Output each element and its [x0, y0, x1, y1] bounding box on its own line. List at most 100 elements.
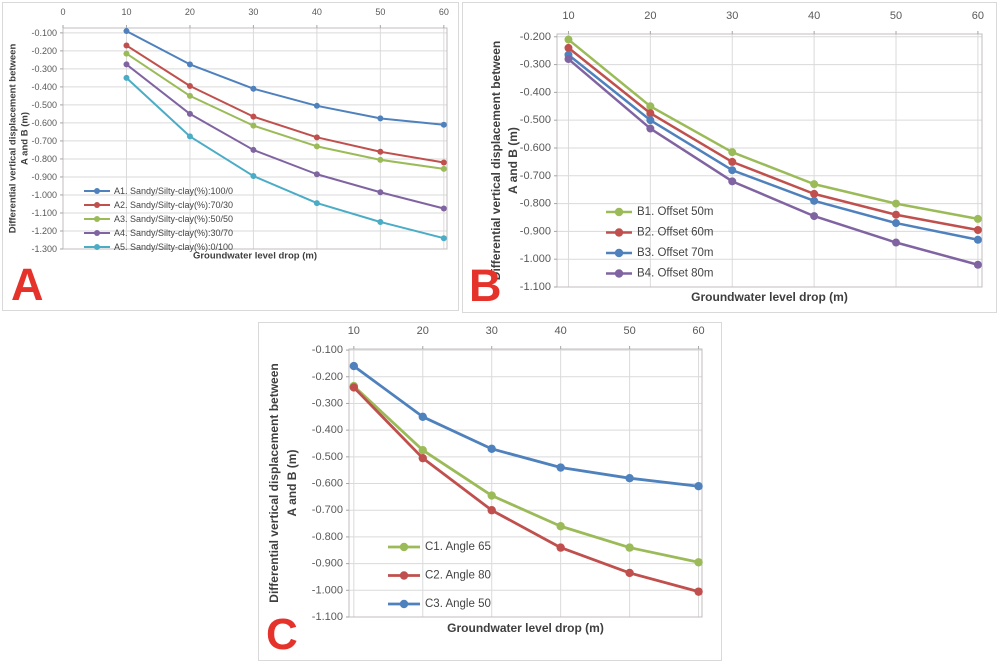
series-point-1 — [377, 115, 384, 122]
series-point-1 — [313, 102, 320, 109]
legend-item: B2. Offset 60m — [606, 227, 714, 239]
y-axis-tick-label: -1.000 — [31, 190, 57, 200]
series-point-2 — [250, 113, 257, 120]
y-axis-title: A and B (m) — [285, 450, 299, 517]
series-point-1 — [694, 558, 703, 567]
series-line-1 — [125, 30, 445, 126]
legend-marker-dot — [94, 244, 100, 250]
legend-item: C1. Angle 65 — [388, 541, 491, 553]
y-axis-tick-label: -1.000 — [520, 253, 551, 265]
series-point-4 — [973, 260, 982, 269]
legend-marker-dot — [614, 207, 624, 217]
legend-marker-dot — [94, 216, 100, 222]
series-point-2 — [313, 134, 320, 141]
y-axis-tick-label: -0.800 — [31, 154, 57, 164]
legend-item: C2. Angle 80 — [388, 570, 491, 582]
series-point-4 — [892, 238, 901, 247]
series-line-1 — [567, 38, 980, 221]
y-axis-tick-label: -1.100 — [312, 611, 343, 623]
plot-area-border — [556, 33, 983, 288]
x-axis-title: Groundwater level drop (m) — [193, 251, 317, 262]
panel-letter-a: A — [11, 259, 44, 310]
series-point-3 — [694, 482, 703, 491]
x-axis-tick-label: 40 — [312, 7, 322, 17]
series-point-5 — [123, 74, 130, 81]
legend-marker-dot — [399, 542, 409, 552]
series-point-2 — [646, 109, 655, 118]
series-point-2 — [186, 82, 193, 89]
x-axis-tick-label: 0 — [60, 7, 65, 17]
y-axis-tick-label: -0.600 — [312, 478, 343, 490]
legend-item: B4. Offset 80m — [606, 268, 714, 280]
y-axis-tick-label: -1.200 — [31, 226, 57, 236]
y-axis-tick-label: -0.100 — [31, 28, 57, 38]
legend-label: C2. Angle 80 — [425, 570, 491, 582]
chart-panel-c: 10 20 30 40 50 60 -0.100 -0.200 -0.300 -0.400 -0.5… — [258, 322, 722, 661]
series-point-5 — [250, 173, 257, 180]
series-line-2 — [567, 46, 980, 232]
y-axis-tick-label: -0.200 — [520, 31, 551, 43]
series-point-2 — [694, 587, 703, 596]
x-axis-tick-label: 20 — [644, 10, 656, 22]
series-point-3 — [377, 156, 384, 163]
y-axis-tick-label: -1.000 — [312, 584, 343, 596]
series-point-3 — [123, 50, 130, 57]
series-point-1 — [973, 214, 982, 223]
x-axis-tick-label: 10 — [121, 7, 131, 17]
series-point-3 — [349, 361, 359, 371]
series-point-3 — [418, 412, 427, 422]
series-point-5 — [377, 218, 384, 225]
series-point-1 — [123, 28, 130, 35]
chart-a-svg: 0 10 20 30 40 50 60 -0.100 -0.200 -0.300 -0.400 -0.… — [8, 7, 449, 262]
y-axis-tick-label: -0.300 — [312, 397, 343, 409]
legend-item: A4. Sandy/Silty-clay(%):30/70 — [84, 228, 233, 238]
legend-marker-dot — [399, 599, 409, 609]
series-point-2 — [564, 43, 573, 52]
series-line-2 — [125, 44, 445, 164]
panel-letter-b: B — [469, 260, 502, 311]
legend-label: A1. Sandy/Silty-clay(%):100/0 — [114, 186, 233, 196]
x-axis-tick-label: 20 — [417, 325, 429, 337]
y-axis-tick-label: -0.300 — [520, 59, 551, 71]
x-axis-tick-label: 20 — [185, 7, 195, 17]
legend-item: A3. Sandy/Silty-clay(%):50/50 — [84, 214, 233, 224]
series-point-1 — [625, 543, 634, 552]
legend-item: A2. Sandy/Silty-clay(%):70/30 — [84, 200, 233, 210]
y-axis-tick-label: -0.100 — [312, 344, 343, 356]
legend-label: A4. Sandy/Silty-clay(%):30/70 — [114, 228, 233, 238]
x-axis-title: Groundwater level drop (m) — [691, 290, 848, 304]
legend-label: A5. Sandy/Silty-clay(%):0/100 — [114, 242, 233, 252]
plot-area-border — [62, 27, 448, 250]
y-axis-tick-label: -0.900 — [312, 558, 343, 570]
y-axis-tick-label: -0.700 — [520, 170, 551, 182]
series-line-3 — [125, 52, 445, 170]
y-axis-title: Differential vertical displacement betwe… — [489, 41, 503, 280]
y-axis-title: A and B (m) — [506, 127, 520, 194]
y-axis-tick-label: -0.400 — [520, 86, 551, 98]
y-axis-title: A and B (m) — [20, 112, 31, 165]
legend-label: C1. Angle 65 — [425, 541, 491, 553]
series-line-2 — [352, 386, 700, 594]
series-point-4 — [728, 177, 737, 186]
series-point-3 — [556, 463, 565, 472]
series-point-5 — [186, 133, 193, 140]
y-axis-title: Differential vertical displacement betwe… — [267, 363, 281, 602]
series-point-1 — [892, 199, 901, 208]
series-point-1 — [440, 121, 447, 128]
legend-label: B3. Offset 70m — [637, 247, 714, 259]
series-point-4 — [186, 110, 193, 117]
series-point-4 — [646, 124, 655, 133]
series-point-4 — [250, 146, 257, 153]
series-point-4 — [123, 61, 130, 68]
chart-panel-b: 10 20 30 40 50 60 -0.200 -0.300 -0.400 -0.500 -0.6… — [462, 2, 997, 313]
series-point-2 — [892, 210, 901, 219]
series-point-1 — [810, 180, 819, 189]
plot-area-border — [348, 348, 703, 618]
legend-label: B4. Offset 80m — [637, 268, 714, 280]
series-line-4 — [567, 57, 980, 267]
y-axis-tick-label: -1.100 — [520, 281, 551, 293]
series-point-2 — [625, 568, 634, 578]
y-axis-tick-label: -0.600 — [520, 142, 551, 154]
panel-letter-c: C — [266, 610, 298, 659]
y-axis-tick-label: -0.200 — [31, 46, 57, 56]
